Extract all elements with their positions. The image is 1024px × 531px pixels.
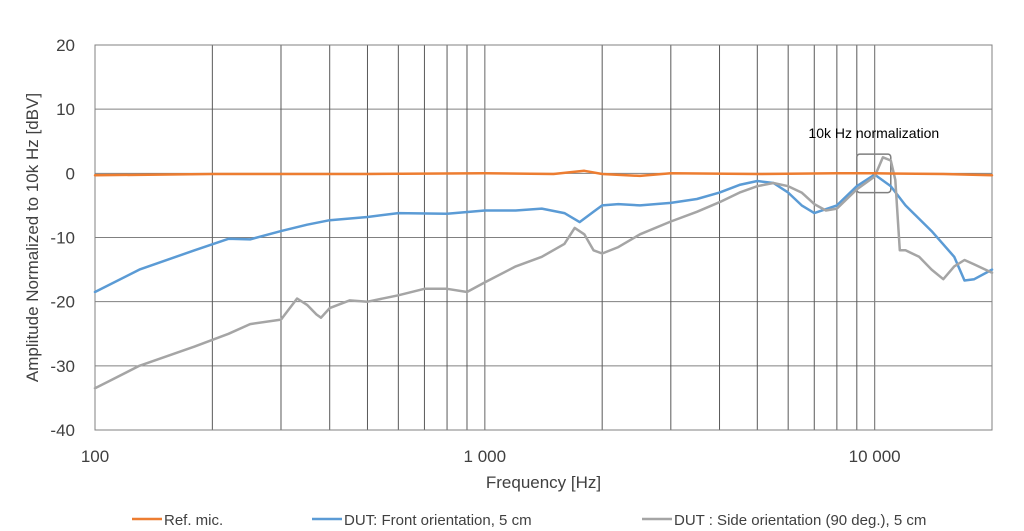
- x-tick-labels: 100 1 000 10 000: [81, 447, 901, 466]
- y-tick-labels: -40 -30 -20 -10 0 10 20: [50, 36, 75, 440]
- x-axis-title: Frequency [Hz]: [486, 473, 601, 492]
- y-axis-title: Amplitude Normalized to 10k Hz [dBV]: [23, 93, 42, 382]
- legend: Ref. mic. DUT: Front orientation, 5 cm D…: [132, 512, 926, 529]
- x-tick-label: 10 000: [849, 447, 901, 466]
- grid-lines: [95, 44, 992, 431]
- plot-area-frame: [94, 44, 993, 431]
- series-line-0: [93, 169, 994, 178]
- y-tick-label: 0: [66, 164, 75, 183]
- series-line-2: [93, 156, 994, 390]
- y-tick-label: -30: [50, 357, 75, 376]
- legend-label-side: DUT : Side orientation (90 deg.), 5 cm: [674, 512, 926, 529]
- y-tick-label: 20: [56, 36, 75, 55]
- series-lines: [93, 156, 994, 390]
- annotation-label: 10k Hz normalization: [808, 125, 939, 141]
- y-tick-label: 10: [56, 100, 75, 119]
- legend-label-ref-mic: Ref. mic.: [164, 512, 223, 529]
- y-tick-label: -10: [50, 229, 75, 248]
- legend-label-front: DUT: Front orientation, 5 cm: [344, 512, 532, 529]
- x-tick-label: 100: [81, 447, 109, 466]
- y-tick-label: -20: [50, 293, 75, 312]
- y-tick-label: -40: [50, 421, 75, 440]
- x-tick-label: 1 000: [464, 447, 507, 466]
- series-line-1: [93, 173, 994, 294]
